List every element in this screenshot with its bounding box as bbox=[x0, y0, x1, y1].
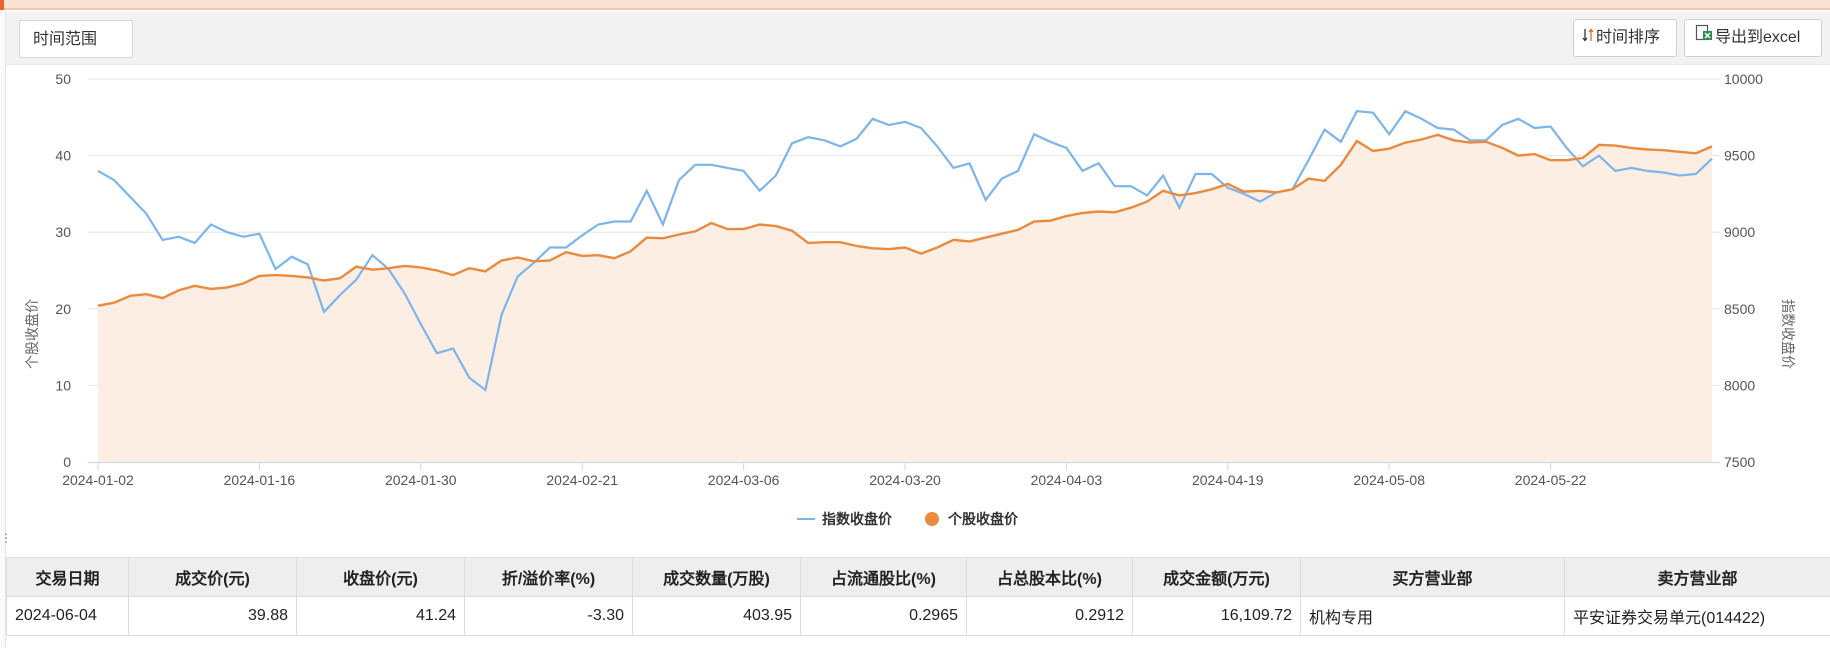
stock-price-line bbox=[97, 133, 1713, 307]
right-tick-label: 7500 bbox=[1724, 454, 1755, 470]
table-cell: 41.24 bbox=[296, 596, 465, 636]
table-cell: 0.2965 bbox=[800, 596, 967, 636]
x-tick-label: 2024-03-06 bbox=[708, 472, 780, 488]
top-strip bbox=[0, 0, 1830, 10]
x-tick-label: 2024-02-21 bbox=[546, 472, 618, 488]
legend-stock-swatch bbox=[925, 512, 939, 526]
excel-icon bbox=[1695, 20, 1713, 56]
index-price-line bbox=[97, 109, 1713, 392]
column-header[interactable]: 卖方营业部 bbox=[1564, 557, 1830, 597]
left-tick-label: 10 bbox=[55, 377, 71, 393]
stock-price-area bbox=[98, 134, 1712, 462]
section-marker bbox=[0, 0, 4, 10]
export-excel-label: 导出到excel bbox=[1715, 29, 1801, 46]
chart-toolbar: 时间范围 时间排序 导出到excel bbox=[6, 12, 1830, 65]
column-header[interactable]: 收盘价(元) bbox=[296, 557, 465, 597]
x-tick-label: 2024-05-08 bbox=[1353, 472, 1425, 488]
x-axis-ticks: 2024-01-02 2024-01-16 2024-01-30 2024-02-21… bbox=[62, 462, 1587, 488]
table-row: 2024-06-04 39.88 41.24 -3.30 403.95 0.2965 0.2… bbox=[6, 596, 1830, 636]
right-tick-label: 9000 bbox=[1724, 224, 1755, 240]
right-tick-label: 9500 bbox=[1724, 148, 1755, 164]
column-header[interactable]: 成交价(元) bbox=[128, 557, 297, 597]
left-axis-ticks: 0 10 20 30 40 50 bbox=[55, 71, 71, 470]
column-header[interactable]: 买方营业部 bbox=[1300, 557, 1565, 597]
left-panel-border bbox=[0, 10, 6, 648]
legend-item-stock[interactable]: 个股收盘价 bbox=[925, 511, 1019, 527]
x-tick-label: 2024-01-02 bbox=[62, 472, 134, 488]
column-header[interactable]: 占流通股比(%) bbox=[800, 557, 967, 597]
right-axis-ticks: 7500 8000 8500 9000 9500 10000 bbox=[1724, 71, 1763, 470]
table-cell: 403.95 bbox=[632, 596, 801, 636]
x-tick-label: 2024-05-22 bbox=[1515, 472, 1587, 488]
column-header[interactable]: 成交金额(万元) bbox=[1132, 557, 1301, 597]
table-cell: -3.30 bbox=[464, 596, 633, 636]
legend-stock-label: 个股收盘价 bbox=[947, 511, 1019, 527]
left-tick-label: 30 bbox=[55, 224, 71, 240]
x-tick-label: 2024-03-20 bbox=[869, 472, 941, 488]
x-tick-label: 2024-04-03 bbox=[1031, 472, 1103, 488]
time-sort-label: 时间排序 bbox=[1596, 29, 1661, 46]
column-header[interactable]: 成交数量(万股) bbox=[632, 557, 801, 597]
x-tick-label: 2024-04-19 bbox=[1192, 472, 1264, 488]
right-tick-label: 10000 bbox=[1724, 71, 1763, 87]
time-sort-button[interactable]: 时间排序 bbox=[1573, 19, 1677, 57]
column-header[interactable]: 占总股本比(%) bbox=[966, 557, 1133, 597]
column-header[interactable]: 交易日期 bbox=[6, 557, 129, 597]
left-tick-label: 50 bbox=[55, 71, 71, 87]
table-body: 2024-06-04 39.88 41.24 -3.30 403.95 0.2965 0.2… bbox=[6, 596, 1830, 636]
table-cell: 16,109.72 bbox=[1132, 596, 1301, 636]
table-cell: 39.88 bbox=[128, 596, 297, 636]
table-cell: 0.2912 bbox=[966, 596, 1133, 636]
left-tick-label: 20 bbox=[55, 301, 71, 317]
time-range-button[interactable]: 时间范围 bbox=[19, 20, 133, 58]
right-tick-label: 8500 bbox=[1724, 301, 1755, 317]
time-range-label: 时间范围 bbox=[33, 31, 98, 48]
left-tick-label: 0 bbox=[63, 454, 71, 470]
chart-legend: 指数收盘价 个股收盘价 bbox=[797, 511, 1019, 527]
column-header[interactable]: 折/溢价率(%) bbox=[464, 557, 633, 597]
x-tick-label: 2024-01-30 bbox=[385, 472, 457, 488]
table-cell: 2024-06-04 bbox=[6, 596, 129, 636]
right-axis-title: 指数收盘价 bbox=[1780, 299, 1796, 369]
left-axis-title: 个股收盘价 bbox=[24, 299, 40, 369]
x-tick-label: 2024-01-16 bbox=[224, 472, 296, 488]
legend-item-index[interactable]: 指数收盘价 bbox=[797, 511, 893, 527]
block-trade-table: 交易日期 成交价(元) 收盘价(元) 折/溢价率(%) 成交数量(万股) 占流通股比(%)… bbox=[6, 557, 1830, 636]
left-tick-label: 40 bbox=[55, 148, 71, 164]
table-header-row: 交易日期 成交价(元) 收盘价(元) 折/溢价率(%) 成交数量(万股) 占流通股比(%)… bbox=[6, 557, 1830, 597]
table-cell: 机构专用 bbox=[1300, 596, 1565, 636]
price-chart: 2024-01-02 2024-01-16 2024-01-30 2024-02-21… bbox=[24, 71, 1796, 527]
right-tick-label: 8000 bbox=[1724, 377, 1755, 393]
table-cell: 平安证券交易单元(014422) bbox=[1564, 596, 1830, 636]
sort-icon bbox=[1582, 20, 1594, 56]
export-excel-button[interactable]: 导出到excel bbox=[1684, 19, 1822, 57]
legend-index-label: 指数收盘价 bbox=[822, 511, 893, 527]
